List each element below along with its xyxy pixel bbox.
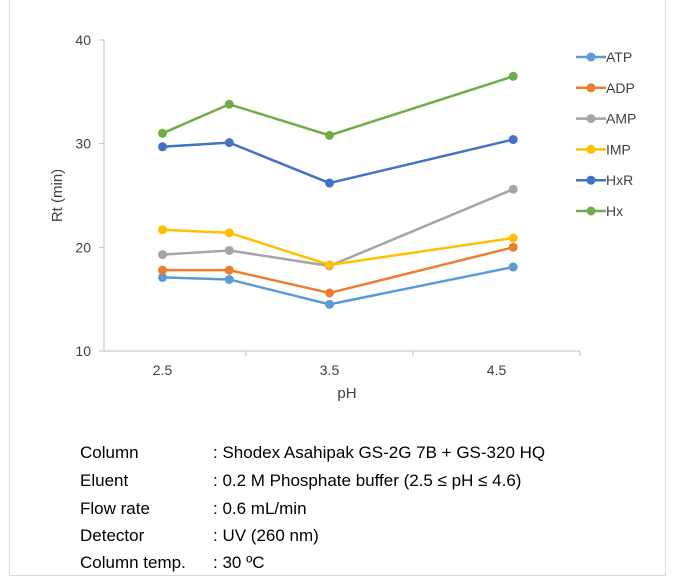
data-point xyxy=(325,260,334,270)
data-point xyxy=(158,128,167,138)
legend-marker xyxy=(586,144,596,154)
x-tick-label: 2.5 xyxy=(153,362,173,378)
y-tick-label: 30 xyxy=(75,136,91,152)
legend-label: Hx xyxy=(606,203,623,219)
series-line xyxy=(162,265,514,306)
legend-marker xyxy=(586,114,596,124)
series-line xyxy=(162,246,514,295)
legend-item: ATP xyxy=(576,49,632,65)
data-point xyxy=(224,274,234,284)
data-point xyxy=(158,142,167,152)
series-hx xyxy=(158,71,518,140)
legend-label: HxR xyxy=(606,172,633,188)
series-hxr xyxy=(158,135,518,188)
y-tick-label: 40 xyxy=(75,32,91,48)
series-atp xyxy=(158,262,518,309)
condition-value: : Shodex Asahipak GS-2G 7B + GS-320 HQ xyxy=(213,443,546,462)
data-point xyxy=(508,233,518,243)
condition-value: : 0.2 M Phosphate buffer (2.5 ≤ pH ≤ 4.6… xyxy=(213,471,522,490)
data-point xyxy=(508,71,518,81)
condition-label: Eluent xyxy=(80,471,129,490)
condition-label: Detector xyxy=(80,526,145,545)
data-point xyxy=(158,225,167,235)
data-point xyxy=(325,130,334,140)
chart-axes: 10 20 30 40 2.5 3.5 4.5 pH Rt (min) xyxy=(49,32,581,402)
y-tick-label: 10 xyxy=(75,343,91,359)
series-adp xyxy=(158,242,518,298)
legend-label: AMP xyxy=(606,111,636,127)
chart-legend: ATP ADP AMP IMP HxR Hx xyxy=(576,49,636,219)
series-line xyxy=(162,75,514,137)
x-tick-label: 4.5 xyxy=(487,362,507,378)
legend-item: HxR xyxy=(576,172,633,188)
data-point xyxy=(325,178,334,188)
line-chart: 10 20 30 40 2.5 3.5 4.5 pH Rt (min) ATP ADP AMP IMP… xyxy=(49,32,636,402)
legend-marker xyxy=(586,206,596,216)
data-point xyxy=(224,99,234,109)
y-tick-label: 20 xyxy=(75,239,91,255)
condition-value: : UV (260 nm) xyxy=(213,526,319,545)
legend-marker xyxy=(586,83,596,93)
legend-item: AMP xyxy=(576,111,636,127)
series-line xyxy=(162,138,514,185)
series-line xyxy=(162,188,514,268)
series-layer xyxy=(158,71,518,309)
condition-label: Column temp. xyxy=(80,553,186,572)
legend-item: ADP xyxy=(576,80,635,96)
y-axis-title: Rt (min) xyxy=(49,169,66,222)
data-point xyxy=(508,242,518,252)
legend-marker xyxy=(586,175,596,185)
data-point xyxy=(325,299,334,309)
data-point xyxy=(508,135,518,145)
data-point xyxy=(158,250,167,260)
condition-label: Flow rate xyxy=(80,499,150,518)
data-point xyxy=(224,245,234,255)
x-axis-title: pH xyxy=(337,385,356,402)
legend-label: ATP xyxy=(606,49,632,65)
legend-marker xyxy=(586,52,596,62)
data-point xyxy=(158,272,167,282)
series-amp xyxy=(158,184,518,271)
series-imp xyxy=(158,225,518,270)
legend-label: ADP xyxy=(606,80,635,96)
data-point xyxy=(224,265,234,275)
condition-label: Column xyxy=(80,443,139,462)
legend-item: Hx xyxy=(576,203,623,219)
condition-value: : 30 ºC xyxy=(213,553,265,572)
data-point xyxy=(224,138,234,148)
data-point xyxy=(224,228,234,238)
data-point xyxy=(325,288,334,298)
condition-value: : 0.6 mL/min xyxy=(213,499,307,518)
series-line xyxy=(162,228,514,267)
legend-label: IMP xyxy=(606,141,631,157)
data-point xyxy=(508,262,518,272)
legend-item: IMP xyxy=(576,141,631,157)
figure-frame xyxy=(9,0,666,576)
data-point xyxy=(158,265,167,275)
x-tick-label: 3.5 xyxy=(320,362,340,378)
data-point xyxy=(508,184,518,194)
